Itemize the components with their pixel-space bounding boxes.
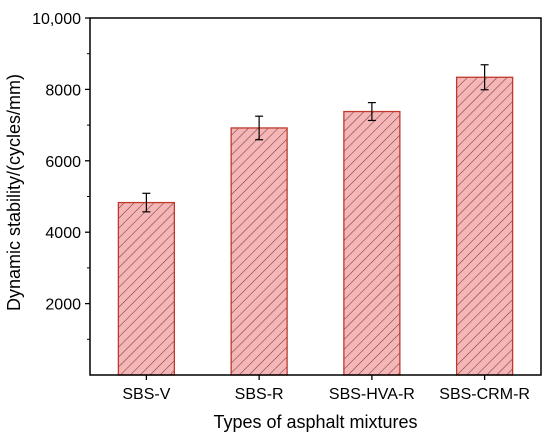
bar-sbs-v (117, 201, 176, 376)
y-tick-label: 6000 (45, 154, 81, 171)
bars-layer (117, 76, 514, 376)
bar-sbs-crm-r (455, 76, 514, 376)
error-bar-sbs-r (255, 115, 264, 141)
x-tick-label: SBS-V (122, 386, 170, 403)
x-tick-label: SBS-CRM-R (439, 386, 530, 403)
bar-sbs-r (230, 127, 288, 376)
x-axis-title: Types of asphalt mixtures (213, 412, 417, 432)
y-tick-label: 8000 (45, 82, 81, 99)
error-bars-layer (142, 64, 489, 213)
error-bar-sbs-hva-r (367, 102, 376, 122)
y-tick-label: 4000 (45, 225, 81, 242)
x-tick-label: SBS-HVA-R (329, 386, 415, 403)
x-tick-label: SBS-R (235, 386, 284, 403)
y-tick-label: 2000 (45, 297, 81, 314)
ticks-layer: SBS-V SBS-R SBS-HVA-R SBS-CRM-R 2000 4000 6000… (32, 11, 530, 403)
error-bar-sbs-v (142, 192, 151, 213)
y-axis-title: Dynamic stability/(cycles/mm) (4, 74, 24, 311)
error-bar-sbs-crm-r (480, 64, 489, 91)
bar-sbs-hva-r (343, 110, 401, 376)
y-tick-label: 10,000 (32, 11, 81, 28)
